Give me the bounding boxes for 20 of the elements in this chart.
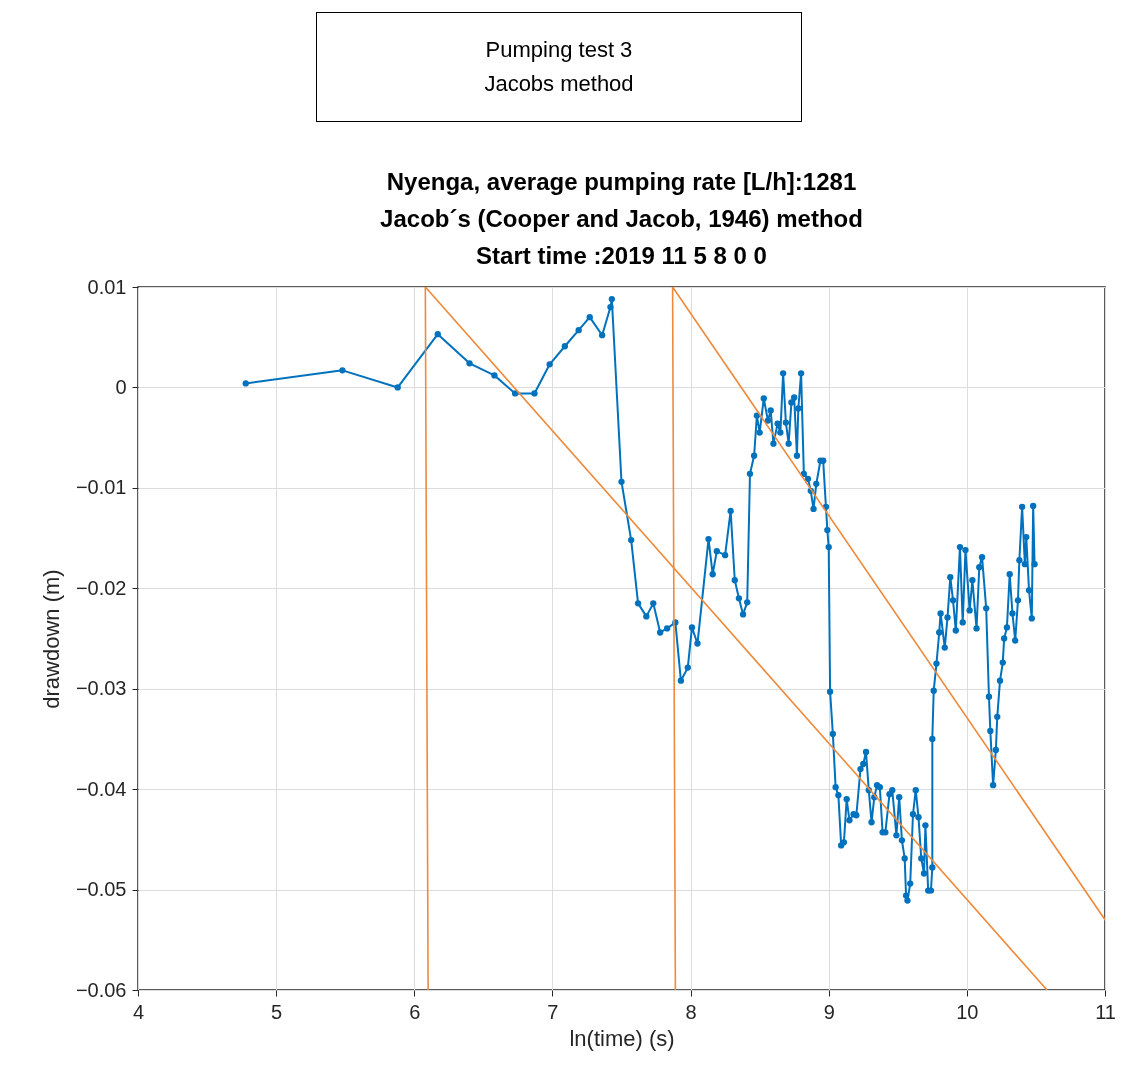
y-tick-label: −0.01 (75, 476, 127, 499)
y-tick-label: −0.03 (75, 677, 127, 700)
y-tick-label: −0.04 (75, 777, 127, 800)
x-axis-title: ln(time) (s) (569, 1025, 675, 1051)
x-tick-label: 6 (409, 1000, 421, 1023)
x-tick-label: 7 (547, 1000, 559, 1023)
x-tick-label: 4 (132, 1000, 145, 1023)
y-tick-label: 0 (115, 375, 127, 398)
y-tick-label: −0.06 (75, 978, 127, 1001)
y-axis-title: drawdown (m) (38, 569, 64, 709)
chart-title: Nyenga, average pumping rate [L/h]:1281 Jacob´s (Cooper and Jacob, 1946) method Start time :2019 11 5 8 0 0 (380, 168, 863, 269)
y-tick-label: −0.05 (75, 878, 127, 901)
x-tick-label: 5 (271, 1000, 283, 1023)
x-tick-label: 9 (823, 1000, 835, 1023)
x-tick-label: 11 (1095, 1000, 1116, 1023)
y-tick-label: 0.01 (87, 275, 127, 298)
x-tick-label: 8 (685, 1000, 697, 1023)
y-tick-label: −0.02 (75, 576, 127, 599)
text: Pumping test 3 Jacobs method (316, 12, 802, 122)
x-tick-label: 10 (956, 1000, 979, 1023)
